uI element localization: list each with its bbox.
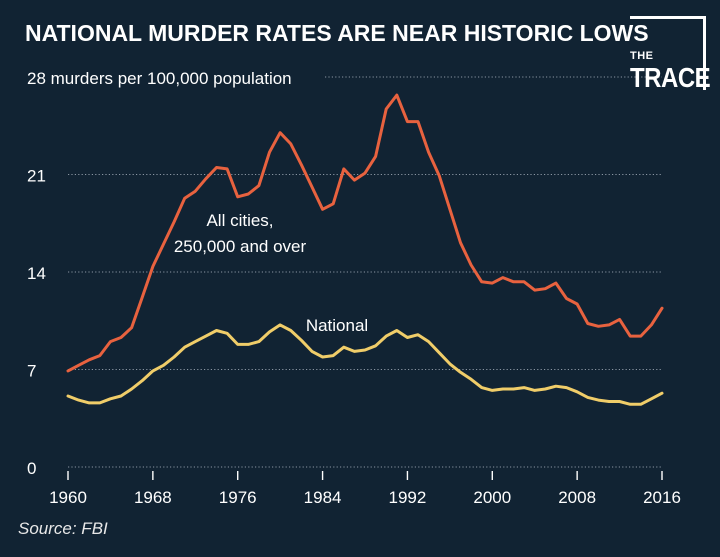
logo-frame bbox=[630, 16, 706, 90]
grid-lines bbox=[68, 76, 662, 468]
series-line-1 bbox=[66, 323, 664, 406]
source-note: Source: FBI bbox=[18, 519, 108, 538]
x-tick-2008: 2008 bbox=[558, 488, 596, 507]
series-labels: All cities, 250,000 and over National bbox=[174, 211, 368, 335]
logo-trace-text: TRACE bbox=[630, 62, 711, 94]
series-label-0-line-1: 250,000 and over bbox=[174, 237, 307, 256]
x-tick-2016: 2016 bbox=[643, 488, 681, 507]
series-line-0 bbox=[66, 93, 664, 373]
y-tick-0: 0 bbox=[27, 459, 36, 478]
logo-the-text: THE bbox=[630, 50, 654, 62]
y-tick-labels: 0 7 14 21 28 murders per 100,000 population bbox=[27, 69, 292, 478]
chart-title: NATIONAL MURDER RATES ARE NEAR HISTORIC … bbox=[25, 20, 649, 46]
y-tick-28: 28 murders per 100,000 population bbox=[27, 69, 292, 88]
y-tick-14: 14 bbox=[27, 264, 46, 283]
y-tick-21: 21 bbox=[27, 167, 46, 186]
the-trace-logo: THE TRACE bbox=[630, 16, 711, 92]
series-lines bbox=[66, 93, 664, 406]
y-tick-7: 7 bbox=[27, 362, 36, 381]
x-tick-1968: 1968 bbox=[134, 488, 172, 507]
x-tick-1960: 1960 bbox=[49, 488, 87, 507]
x-tick-1976: 1976 bbox=[219, 488, 257, 507]
x-tick-2000: 2000 bbox=[473, 488, 511, 507]
x-tick-labels: 1960 1968 1976 1984 1992 2000 2008 2016 bbox=[49, 471, 681, 507]
x-tick-1984: 1984 bbox=[304, 488, 342, 507]
series-label-0-line-0: All cities, bbox=[206, 211, 273, 230]
x-tick-1992: 1992 bbox=[389, 488, 427, 507]
series-label-1-line-0: National bbox=[306, 316, 368, 335]
